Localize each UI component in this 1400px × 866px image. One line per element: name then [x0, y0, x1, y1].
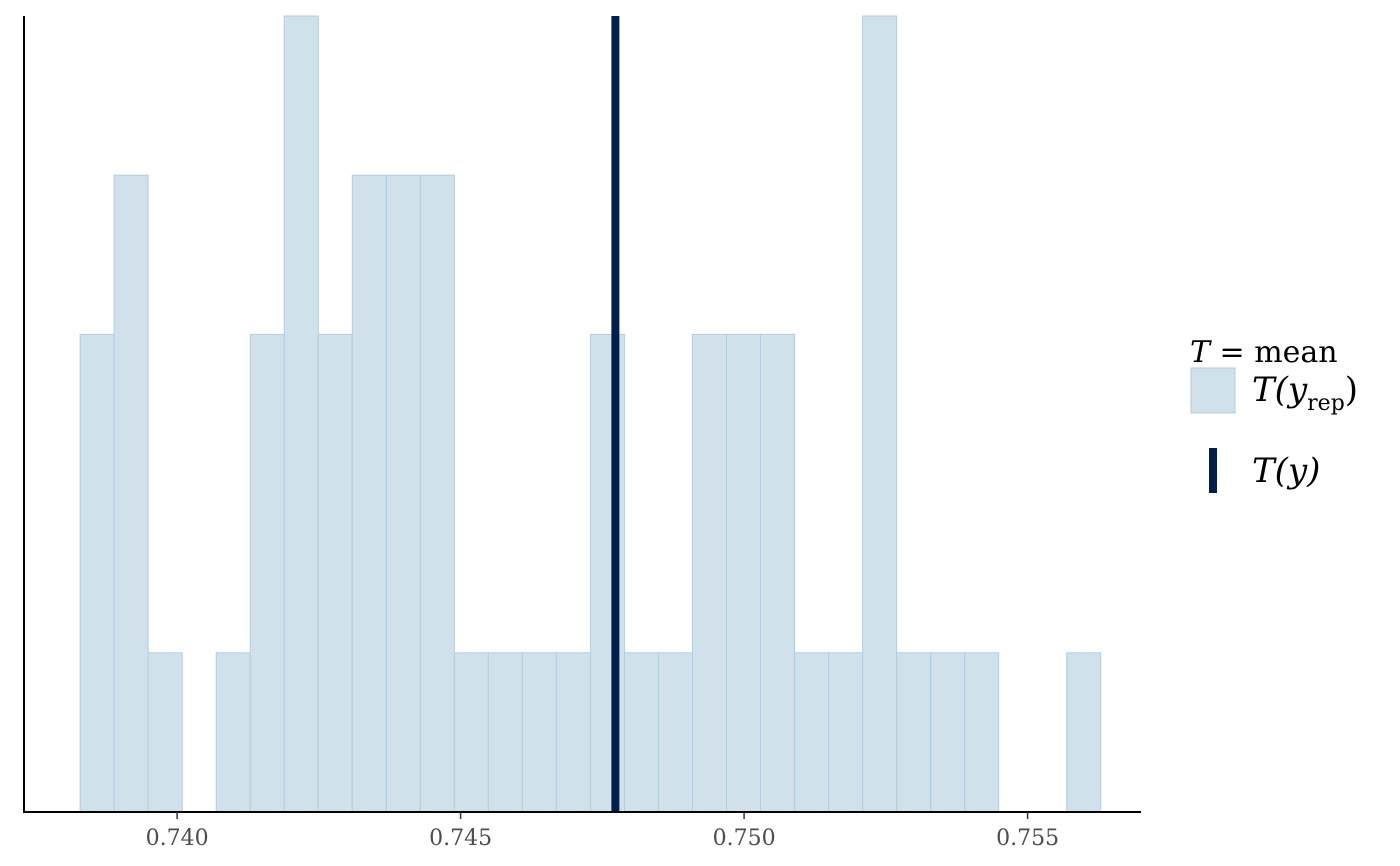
histogram-bar	[453, 652, 489, 813]
histogram-bar	[862, 15, 898, 813]
histogram-bar	[828, 652, 864, 813]
histogram-bar	[657, 652, 693, 813]
histogram-bar	[283, 15, 319, 813]
legend-swatch-observed	[1209, 448, 1217, 493]
histogram-bar	[249, 333, 285, 813]
x-tick-label: 0.755	[996, 826, 1059, 851]
legend-label-replicated: T(yrep)	[1252, 370, 1358, 416]
histogram-bar	[896, 652, 932, 813]
x-tick-label: 0.740	[146, 826, 209, 851]
legend-rep-main: T(y	[1252, 370, 1308, 410]
legend-title: T = mean	[1190, 335, 1338, 370]
histogram-bar	[113, 174, 149, 813]
histogram-bar	[419, 174, 455, 813]
histogram-bar	[964, 652, 1000, 813]
histogram-bar	[930, 652, 966, 813]
histogram-bars	[79, 15, 1102, 813]
legend-rep-close: )	[1345, 370, 1358, 410]
x-tick-label: 0.745	[429, 826, 492, 851]
histogram-bar	[487, 652, 523, 813]
legend-label-observed: T(y)	[1252, 451, 1320, 491]
histogram-bar	[79, 333, 115, 813]
histogram-bar	[691, 333, 728, 813]
histogram-bar	[794, 652, 830, 813]
legend-rep-sub: rep	[1307, 391, 1345, 416]
legend-title-eq: = mean	[1210, 335, 1338, 370]
histogram-bar	[385, 174, 421, 813]
legend-title-var: T	[1190, 335, 1212, 370]
legend-swatch-replicated	[1190, 367, 1236, 414]
histogram-bar	[521, 652, 557, 813]
histogram-bar	[760, 333, 796, 813]
histogram-bar	[623, 652, 659, 813]
histogram-bar	[726, 333, 762, 813]
histogram-bar	[147, 652, 183, 813]
histogram-bar	[1066, 652, 1102, 813]
histogram-bar	[317, 333, 353, 813]
histogram-bar	[351, 174, 387, 813]
histogram-bar	[555, 652, 591, 813]
x-tick-label: 0.750	[713, 826, 776, 851]
histogram-bar	[215, 652, 251, 813]
legend: T = mean T(yrep) T(y)	[1190, 335, 1358, 493]
x-axis-ticks: 0.740 0.745 0.750 0.755	[146, 812, 1059, 851]
